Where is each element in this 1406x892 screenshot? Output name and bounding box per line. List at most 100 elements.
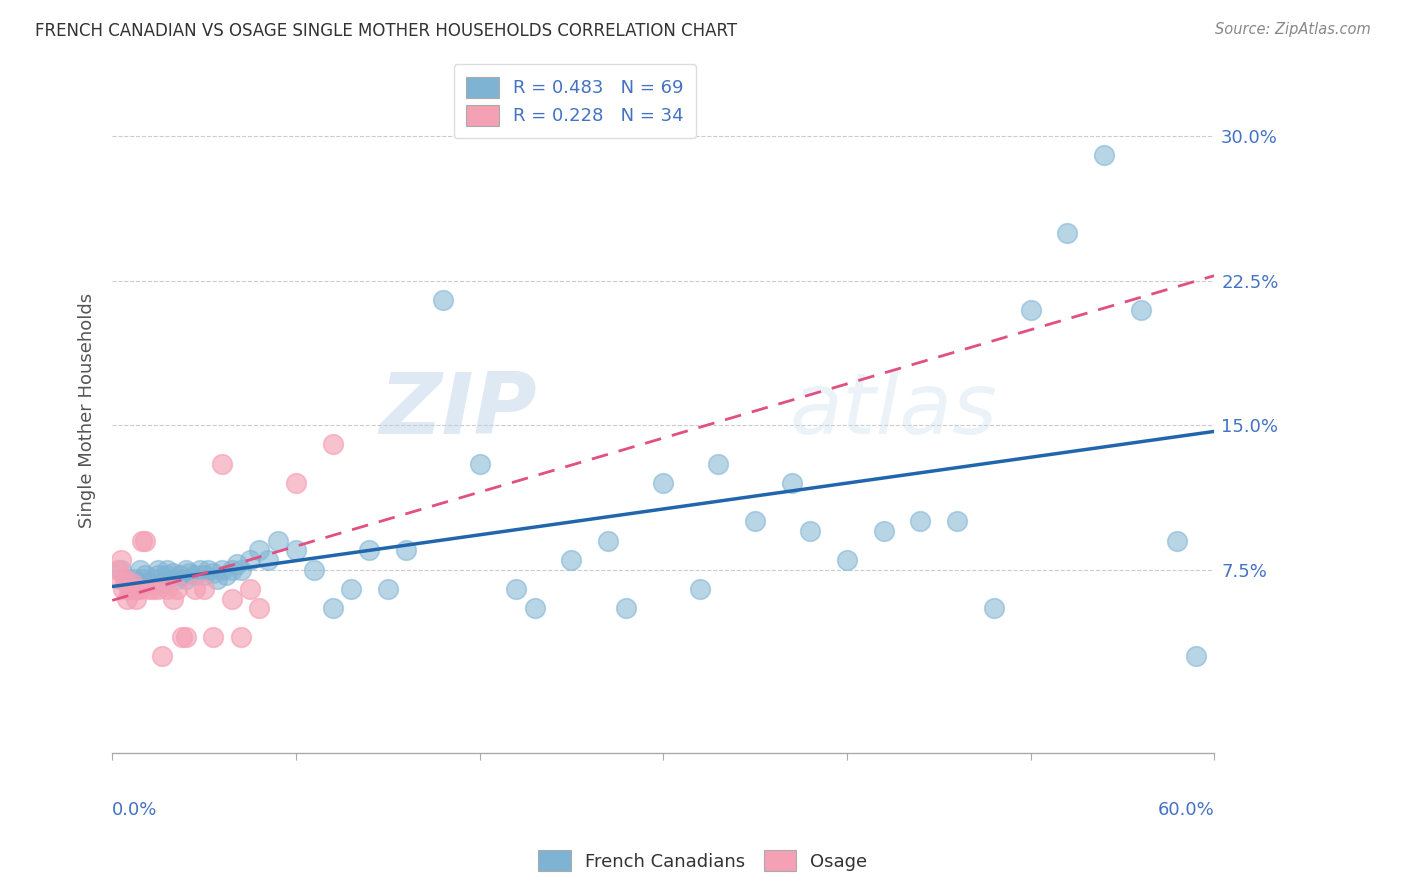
Point	[377, 582, 399, 596]
Point	[156, 582, 179, 596]
Point	[983, 601, 1005, 615]
Point	[118, 582, 141, 596]
Point	[128, 576, 150, 591]
Point	[284, 543, 307, 558]
Point	[1019, 302, 1042, 317]
Point	[395, 543, 418, 558]
Point	[120, 582, 142, 596]
Point	[202, 630, 225, 644]
Point	[689, 582, 711, 596]
Point	[142, 582, 165, 596]
Point	[128, 582, 150, 596]
Point	[125, 591, 148, 606]
Point	[359, 543, 381, 558]
Point	[134, 568, 156, 582]
Point	[131, 572, 153, 586]
Point	[179, 566, 201, 581]
Point	[174, 563, 197, 577]
Point	[211, 457, 233, 471]
Point	[780, 475, 803, 490]
Point	[190, 563, 212, 577]
Point	[468, 457, 491, 471]
Point	[247, 543, 270, 558]
Point	[229, 630, 252, 644]
Point	[257, 553, 280, 567]
Point	[115, 572, 138, 586]
Point	[120, 582, 142, 596]
Point	[125, 582, 148, 596]
Legend: R = 0.483   N = 69, R = 0.228   N = 34: R = 0.483 N = 69, R = 0.228 N = 34	[454, 64, 696, 138]
Point	[835, 553, 858, 567]
Text: FRENCH CANADIAN VS OSAGE SINGLE MOTHER HOUSEHOLDS CORRELATION CHART: FRENCH CANADIAN VS OSAGE SINGLE MOTHER H…	[35, 22, 737, 40]
Point	[1185, 649, 1208, 664]
Point	[146, 582, 169, 596]
Point	[229, 563, 252, 577]
Point	[127, 582, 149, 596]
Point	[121, 576, 143, 591]
Point	[322, 601, 344, 615]
Point	[115, 591, 138, 606]
Legend: French Canadians, Osage: French Canadians, Osage	[531, 843, 875, 879]
Point	[124, 582, 146, 596]
Point	[166, 582, 188, 596]
Point	[110, 553, 132, 567]
Point	[744, 515, 766, 529]
Point	[114, 572, 136, 586]
Point	[169, 568, 191, 582]
Point	[142, 572, 165, 586]
Text: Source: ZipAtlas.com: Source: ZipAtlas.com	[1215, 22, 1371, 37]
Text: ZIP: ZIP	[378, 369, 537, 452]
Point	[110, 563, 132, 577]
Point	[112, 582, 135, 596]
Point	[146, 563, 169, 577]
Point	[946, 515, 969, 529]
Point	[598, 533, 620, 548]
Point	[108, 572, 131, 586]
Text: 0.0%: 0.0%	[112, 801, 157, 819]
Point	[239, 553, 262, 567]
Text: atlas: atlas	[790, 369, 998, 452]
Point	[266, 533, 288, 548]
Point	[205, 572, 228, 586]
Point	[910, 515, 932, 529]
Point	[146, 568, 169, 582]
Point	[197, 563, 219, 577]
Point	[211, 563, 233, 577]
Point	[707, 457, 730, 471]
Point	[226, 557, 249, 571]
Point	[156, 563, 179, 577]
Point	[162, 591, 184, 606]
Point	[1166, 533, 1188, 548]
Point	[872, 524, 894, 538]
Point	[174, 572, 197, 586]
Point	[652, 475, 675, 490]
Point	[1056, 226, 1078, 240]
Point	[150, 649, 173, 664]
Y-axis label: Single Mother Households: Single Mother Households	[79, 293, 96, 528]
Point	[156, 568, 179, 582]
Point	[170, 630, 193, 644]
Point	[560, 553, 582, 567]
Point	[304, 563, 326, 577]
Point	[284, 475, 307, 490]
Point	[124, 572, 146, 586]
Point	[107, 563, 129, 577]
Point	[138, 576, 160, 591]
Point	[128, 563, 150, 577]
Point	[174, 630, 197, 644]
Point	[166, 572, 188, 586]
Point	[134, 533, 156, 548]
Point	[505, 582, 527, 596]
Point	[247, 601, 270, 615]
Point	[322, 437, 344, 451]
Text: 60.0%: 60.0%	[1157, 801, 1215, 819]
Point	[1092, 148, 1115, 162]
Point	[799, 524, 821, 538]
Point	[131, 533, 153, 548]
Point	[184, 582, 207, 596]
Point	[432, 293, 454, 307]
Point	[162, 566, 184, 581]
Point	[340, 582, 363, 596]
Point	[193, 582, 215, 596]
Point	[138, 582, 160, 596]
